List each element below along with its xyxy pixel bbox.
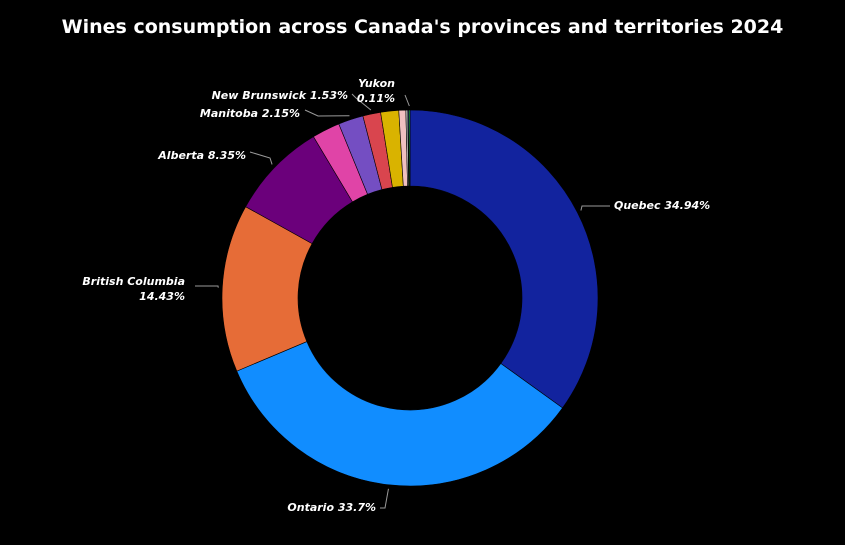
leader-line [304,109,350,117]
data-label-manitoba: Manitoba 2.15% [200,107,300,120]
leader-line [195,285,219,288]
slice-yukon[interactable] [408,109,411,187]
data-label-yukon: Yukon [358,77,395,90]
data-label-british-columbia: British Columbia [82,275,185,288]
slice-ontario[interactable] [236,341,563,487]
leader-line [249,151,273,165]
leader-line [404,94,410,107]
data-label-value-british-columbia: 14.43% [139,290,185,303]
data-label-ontario: Ontario 33.7% [287,501,376,514]
data-label-quebec: Quebec 34.94% [614,199,710,212]
slice-quebec[interactable] [409,109,599,409]
data-label-new-brunswick: New Brunswick 1.53% [212,89,348,102]
leader-line [351,93,372,111]
leader-line [580,205,610,211]
data-label-value-yukon: 0.11% [357,92,395,105]
data-label-alberta: Alberta 8.35% [157,149,246,162]
leader-line [380,488,389,509]
chart-title: Wines consumption across Canada's provin… [61,16,784,38]
